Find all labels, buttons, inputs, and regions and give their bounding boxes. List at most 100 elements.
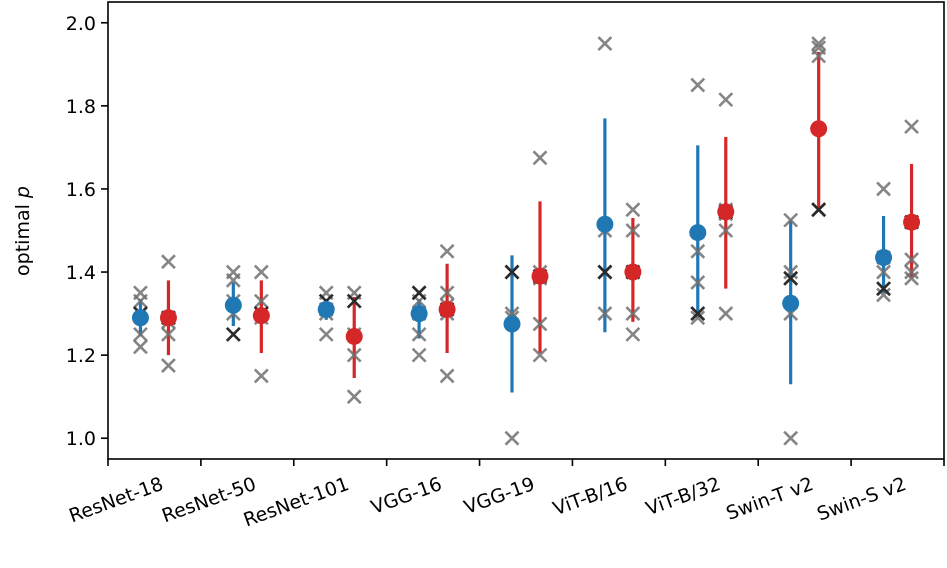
mean-point-red-8 [903,213,921,231]
sample-marker-red-6-0 [718,92,734,108]
sample-marker-red-8-0 [904,119,919,135]
best-marker-blue-1-stroke-b [225,326,241,342]
mean-point-blue-0 [131,309,149,327]
sample-marker-red-1-4 [253,368,269,384]
sample-marker-red-8-3-stroke-b [904,264,919,280]
sample-marker-blue-5-4-stroke-b [597,306,613,322]
best-marker-red-2 [346,293,362,309]
sample-marker-red-1-0-stroke-b [253,264,269,280]
sample-marker-red-7-0-stroke-b [811,36,827,51]
sample-marker-blue-3-3-stroke-b [411,326,427,342]
best-marker-blue-3 [411,285,427,301]
x-tick-label-8: Swin-S v2 [814,473,909,526]
y-tick-label-2: 1.4 [66,262,96,284]
sample-marker-blue-8-0-stroke-b [876,181,891,197]
sample-marker-red-7-2-stroke-b [811,48,827,64]
sample-marker-red-5-3-stroke-b [625,306,641,322]
sample-marker-red-1-1-stroke-b [253,293,269,309]
sample-marker-red-4-4 [532,347,548,363]
y-tick-label-1: 1.2 [66,345,96,367]
sample-marker-red-0-4 [161,358,176,373]
sample-marker-red-6-3 [718,223,734,238]
mean-point-blue-8 [875,249,893,267]
errorbars-layer [138,51,914,393]
sample-marker-red-3-0-stroke-b [439,243,455,259]
sample-marker-blue-7-4-stroke-b [783,430,799,446]
sample-marker-blue-8-4 [876,287,891,303]
sample-marker-red-8-2-stroke-b [904,252,919,268]
sample-marker-blue-4-4 [504,430,520,446]
sample-marker-red-2-4-stroke-b [346,389,362,405]
sample-marker-blue-0-1-stroke-b [133,293,148,309]
sample-marker-red-0-3-stroke-b [161,326,176,342]
mean-point-red-5 [624,263,642,281]
x-tick-label-0: ResNet-18 [66,473,166,527]
best-marker-blue-8 [876,281,891,297]
sample-marker-red-1-4-stroke-b [253,368,269,384]
sample-marker-red-4-0 [532,150,548,166]
mean-point-red-0 [159,309,177,327]
sample-marker-blue-6-4 [690,310,706,326]
sample-marker-red-3-0 [439,243,455,259]
sample-marker-red-2-3-stroke-b [346,347,362,363]
best-marker-blue-3-stroke-b [411,285,427,301]
sample-marker-blue-8-2-stroke-b [876,264,891,280]
sample-marker-blue-7-1-stroke-b [783,264,799,280]
sample-marker-blue-1-1-stroke-b [225,272,241,288]
best-marker-blue-1 [225,326,241,342]
sample-marker-red-3-4-stroke-b [439,368,455,384]
sample-marker-blue-6-4-stroke-b [690,310,706,326]
sample-marker-blue-5-0-stroke-b [597,36,613,51]
mean-point-red-1 [252,307,270,325]
sample-marker-red-8-0-stroke-b [904,119,919,135]
mean-point-blue-3 [410,305,428,323]
sample-marker-red-8-3 [904,264,919,280]
sample-marker-red-5-0 [625,202,641,218]
sample-marker-blue-0-4 [133,339,148,355]
sample-marker-blue-6-0-stroke-b [690,77,706,93]
sample-marker-blue-0-3 [133,326,148,342]
y-tick-label-3: 1.6 [66,179,96,201]
x-tick-label-4: VGG-19 [461,473,538,519]
sample-marker-red-4-0-stroke-b [532,150,548,166]
sample-marker-blue-7-0-stroke-b [783,212,799,228]
sample-marker-blue-8-4-stroke-b [876,287,891,303]
best-marker-blue-6 [690,306,706,322]
mean-point-red-4 [531,267,549,285]
sample-marker-red-0-0 [161,254,176,270]
sample-marker-red-5-1-stroke-b [625,223,641,238]
x-tick-label-7: Swin-T v2 [723,473,816,525]
y-axis-label: optimal p [12,186,34,276]
x-tick-label-2: ResNet-101 [241,473,352,531]
sample-marker-red-3-4 [439,368,455,384]
sample-marker-red-5-4 [625,326,641,342]
sample-marker-blue-3-4 [411,347,427,363]
sample-marker-blue-6-1 [690,243,706,259]
x-tick-label-5: ViT-B/16 [550,473,630,520]
sample-marker-red-3-1-stroke-b [439,285,455,301]
sample-marker-red-6-4 [718,306,734,322]
sample-marker-blue-6-1-stroke-b [690,243,706,259]
y-tick-label-0: 1.0 [66,428,96,450]
sample-marker-red-3-1 [439,285,455,301]
mean-point-red-7 [810,120,828,138]
mean-point-red-3 [438,300,456,318]
y-tick-label-4: 1.8 [66,96,96,118]
mean-point-blue-4 [503,315,521,333]
sample-marker-blue-3-4-stroke-b [411,347,427,363]
sample-marker-red-4-3 [532,316,548,332]
sample-marker-blue-8-2 [876,264,891,280]
best-marker-blue-5-stroke-b [597,264,613,280]
sample-marker-red-2-3 [346,347,362,363]
best-marker-blue-4 [504,264,520,280]
x-tick-label-6: ViT-B/32 [643,473,723,520]
sample-marker-red-1-0 [253,264,269,280]
sample-marker-blue-0-1 [133,293,148,309]
best-marker-blue-6-stroke-b [690,306,706,322]
sample-marker-red-7-2 [811,48,827,64]
sample-marker-red-6-4-stroke-b [718,306,734,322]
sample-marker-blue-6-0 [690,77,706,93]
sample-marker-red-5-0-stroke-b [625,202,641,218]
